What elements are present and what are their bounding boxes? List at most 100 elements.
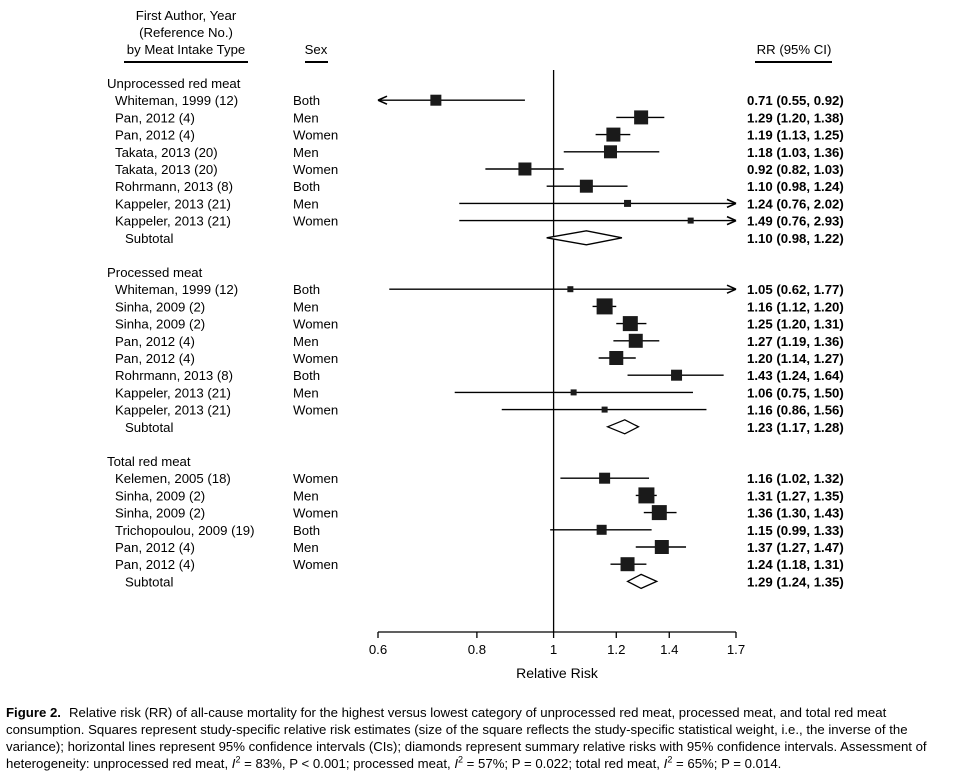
- rr-value-label: 1.31 (1.27, 1.35): [747, 488, 844, 503]
- group-title: Processed meat: [107, 265, 203, 280]
- caption-i-symbol-2: I: [454, 756, 458, 771]
- point-estimate-square: [596, 298, 613, 315]
- header-rr: RR (95% CI): [757, 42, 832, 57]
- point-estimate-square: [567, 286, 574, 293]
- group-title: Total red meat: [107, 454, 191, 469]
- header-study-line2: (Reference No.): [139, 25, 233, 40]
- caption-i-symbol-3: I: [663, 756, 668, 771]
- rr-value-label: 1.19 (1.13, 1.25): [747, 128, 844, 143]
- point-estimate-square: [638, 487, 655, 504]
- sex-label: Men: [293, 196, 319, 211]
- point-estimate-square: [609, 351, 624, 365]
- rr-value-label: 1.16 (1.02, 1.32): [747, 471, 844, 486]
- sex-label: Both: [293, 523, 320, 538]
- sex-label: Both: [293, 282, 320, 297]
- study-label: Kelemen, 2005 (18): [115, 471, 231, 486]
- caption-i-symbol-1: I: [231, 756, 236, 771]
- rr-value-label: 1.06 (0.75, 1.50): [747, 385, 844, 400]
- caption-text-1: Relative risk (RR) of all-cause mortalit…: [6, 705, 927, 771]
- study-label: Sinha, 2009 (2): [115, 488, 205, 503]
- rr-value-label: 0.92 (0.82, 1.03): [747, 162, 844, 177]
- study-label: Pan, 2012 (4): [115, 128, 195, 143]
- sex-label: Women: [293, 506, 338, 521]
- point-estimate-square: [628, 333, 643, 348]
- study-label: Sinha, 2009 (2): [115, 299, 205, 314]
- point-estimate-square: [606, 127, 621, 142]
- point-estimate-square: [430, 94, 442, 106]
- subtotal-rr-label: 1.10 (0.98, 1.22): [747, 231, 844, 246]
- caption-sup-2: 2: [457, 754, 463, 765]
- point-estimate-square: [518, 162, 532, 176]
- rr-value-label: 1.15 (0.99, 1.33): [747, 523, 844, 538]
- study-label: Whiteman, 1999 (12): [115, 282, 238, 297]
- caption-sup-1: 2: [235, 754, 241, 765]
- study-label: Takata, 2013 (20): [115, 145, 218, 160]
- sex-label: Women: [293, 471, 338, 486]
- sex-label: Men: [293, 110, 319, 125]
- rr-value-label: 1.43 (1.24, 1.64): [747, 368, 844, 383]
- point-estimate-square: [601, 406, 608, 413]
- study-label: Pan, 2012 (4): [115, 334, 195, 349]
- point-estimate-square: [596, 524, 607, 535]
- rr-value-label: 1.16 (1.12, 1.20): [747, 299, 844, 314]
- point-estimate-square: [671, 369, 683, 381]
- study-label: Kappeler, 2013 (21): [115, 196, 231, 211]
- study-label: Kappeler, 2013 (21): [115, 385, 231, 400]
- x-tick-label: 0.8: [468, 642, 486, 657]
- ci-arrow-left: [377, 95, 388, 105]
- study-label: Sinha, 2009 (2): [115, 506, 205, 521]
- rr-value-label: 1.05 (0.62, 1.77): [747, 282, 844, 297]
- sex-label: Women: [293, 557, 338, 572]
- rr-value-label: 1.16 (0.86, 1.56): [747, 403, 844, 418]
- study-label: Trichopoulou, 2009 (19): [115, 523, 255, 538]
- subtotal-diamond: [626, 573, 659, 590]
- point-estimate-square: [624, 199, 632, 207]
- rr-value-label: 1.18 (1.03, 1.36): [747, 145, 844, 160]
- caption-text-2: = 83%, P < 0.001; processed meat,: [240, 756, 455, 771]
- study-label: Rohrmann, 2013 (8): [115, 368, 233, 383]
- sex-label: Women: [293, 162, 338, 177]
- subtotal-label: Subtotal: [125, 231, 173, 246]
- x-tick-label: 1.7: [727, 642, 745, 657]
- figure-label: Figure 2.: [6, 705, 61, 720]
- header-sex: Sex: [305, 42, 328, 57]
- study-label: Sinha, 2009 (2): [115, 317, 205, 332]
- point-estimate-square: [622, 316, 638, 332]
- study-label: Pan, 2012 (4): [115, 540, 195, 555]
- forest-plot: First Author, Year (Reference No.) by Meat…: [107, 8, 844, 681]
- study-label: Kappeler, 2013 (21): [115, 214, 231, 229]
- subtotal-diamond: [546, 230, 623, 246]
- study-label: Whiteman, 1999 (12): [115, 93, 238, 108]
- sex-label: Men: [293, 334, 319, 349]
- caption-text-4: = 65%; P = 0.014.: [672, 756, 782, 771]
- x-tick-label: 1.4: [660, 642, 678, 657]
- x-tick-label: 1: [550, 642, 557, 657]
- sex-label: Men: [293, 488, 319, 503]
- ci-arrow-right: [726, 198, 737, 209]
- sex-label: Women: [293, 351, 338, 366]
- point-estimate-square: [651, 505, 667, 521]
- caption-sup-3: 2: [667, 754, 673, 765]
- point-estimate-square: [570, 389, 577, 396]
- caption-text-3: = 57%; P = 0.022; total red meat,: [463, 756, 664, 771]
- rr-value-label: 1.10 (0.98, 1.24): [747, 179, 844, 194]
- study-label: Rohrmann, 2013 (8): [115, 179, 233, 194]
- subtotal-rr-label: 1.23 (1.17, 1.28): [747, 420, 844, 435]
- sex-label: Both: [293, 368, 320, 383]
- ci-arrow-right: [726, 215, 737, 226]
- rr-value-label: 1.24 (0.76, 2.02): [747, 196, 844, 211]
- rr-value-label: 1.36 (1.30, 1.43): [747, 506, 844, 521]
- rr-value-label: 1.29 (1.20, 1.38): [747, 110, 844, 125]
- rr-value-label: 0.71 (0.55, 0.92): [747, 93, 844, 108]
- study-label: Takata, 2013 (20): [115, 162, 218, 177]
- subtotal-diamond: [605, 419, 640, 435]
- header-study-line3: by Meat Intake Type: [127, 42, 246, 57]
- point-estimate-square: [634, 110, 649, 125]
- sex-label: Both: [293, 179, 320, 194]
- study-label: Pan, 2012 (4): [115, 110, 195, 125]
- study-label: Kappeler, 2013 (21): [115, 403, 231, 418]
- point-estimate-square: [579, 179, 593, 193]
- point-estimate-square: [599, 472, 611, 484]
- rr-value-label: 1.37 (1.27, 1.47): [747, 540, 844, 555]
- sex-label: Men: [293, 145, 319, 160]
